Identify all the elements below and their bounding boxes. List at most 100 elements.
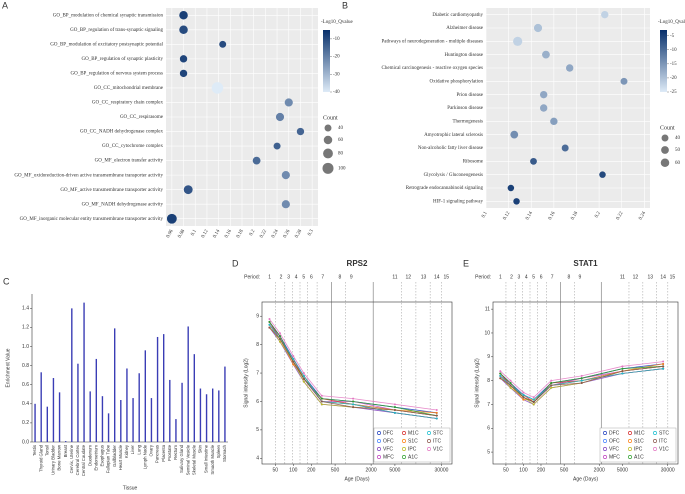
x-tick-label: 0.14 — [213, 229, 222, 240]
period-number: 4 — [295, 274, 298, 280]
x-tick-label: 0.22 — [259, 229, 268, 240]
dot — [252, 156, 261, 165]
y-tick-label: HIF-1 signaling pathway — [433, 199, 483, 204]
x-tick-label: Esophagus — [100, 445, 105, 467]
legend-label: ITC — [659, 438, 667, 444]
series-point — [435, 414, 438, 417]
x-tick-label: 500 — [331, 467, 340, 473]
legend-label: MFC — [609, 454, 620, 460]
x-tick-label: 0.1 — [190, 229, 198, 237]
dot — [219, 40, 227, 48]
y-tick-label: Prion disease — [456, 93, 483, 98]
size-legend-dot — [323, 135, 333, 145]
y-tick-label: GO_CC_respirasome — [120, 115, 164, 120]
y-tick-label: 7 — [487, 402, 490, 408]
panel-letter: A — [2, 0, 8, 10]
legend-label: M1C — [634, 430, 645, 436]
period-number: 7 — [551, 274, 554, 280]
colorbar-tick-label: -5 — [670, 34, 675, 39]
y-tick-label: GO_BP_regulation of nervous system proce… — [71, 72, 164, 77]
series-point — [580, 377, 583, 380]
size-legend-label: 60 — [338, 138, 344, 143]
series-point — [621, 370, 624, 373]
x-tick-label: 200 — [537, 467, 546, 473]
period-number: 2 — [510, 274, 513, 280]
series-point — [550, 386, 553, 389]
x-tick-label: 0.12 — [503, 211, 512, 222]
x-tick-label: Endometrium — [93, 445, 98, 471]
period-number: 12 — [406, 274, 412, 280]
x-tick-label: Salivary Gland — [179, 444, 184, 473]
size-legend-dot — [661, 146, 669, 154]
y-tick-label: GO_MF_inorganic molecular entity transme… — [20, 217, 164, 222]
x-tick-label: 100 — [289, 467, 298, 473]
panel-letter: B — [342, 0, 348, 10]
y-tick-label: 0.0 — [22, 439, 29, 445]
series-point — [279, 335, 282, 338]
x-tick-label: 30000 — [661, 467, 675, 473]
dot — [566, 64, 574, 72]
period-number: 9 — [350, 274, 353, 280]
series-point — [550, 379, 553, 382]
x-tick-label: Central Caudate — [81, 444, 86, 476]
series-point — [435, 409, 438, 411]
period-number: 12 — [633, 274, 639, 280]
dot — [510, 130, 519, 139]
y-tick-label: GO_CC_mitochondrial membrane — [94, 86, 164, 91]
legend-marker — [628, 447, 632, 451]
legend-marker — [377, 431, 381, 435]
series-point — [302, 374, 305, 377]
legend-label: STC — [433, 430, 443, 436]
series-point — [393, 409, 396, 411]
dot — [542, 50, 550, 59]
dot — [539, 104, 548, 112]
y-tick-label: 5 — [256, 427, 259, 433]
size-legend-dot — [660, 158, 670, 167]
series-point — [532, 403, 535, 406]
series-point — [621, 365, 624, 368]
period-number: 8 — [339, 274, 342, 280]
y-tick-label: 5 — [487, 449, 490, 455]
dot — [550, 117, 558, 126]
legend-marker — [603, 447, 607, 451]
series-line — [499, 365, 664, 405]
dot — [179, 11, 188, 20]
x-tick-label: 0.16 — [224, 229, 233, 240]
y-tick-label: 1.0 — [22, 344, 29, 350]
period-number: 4 — [525, 274, 528, 280]
y-tick-label: GO_MF_active transmembrane transporter a… — [60, 188, 163, 193]
series-point — [662, 367, 665, 370]
series-point — [352, 400, 355, 403]
x-tick-label: Spleen — [216, 444, 221, 458]
dot — [273, 142, 281, 150]
legend-marker — [377, 439, 381, 443]
size-legend-dot — [322, 162, 334, 174]
series-point — [621, 367, 624, 370]
dot — [513, 198, 520, 205]
x-tick-label: 0.14 — [525, 211, 534, 222]
series-point — [532, 396, 535, 399]
x-tick-label: 50 — [272, 467, 278, 473]
series-point — [435, 411, 438, 414]
size-legend-label: 100 — [338, 166, 346, 171]
x-tick-label: Rectum — [173, 445, 178, 460]
x-tick-label: 0.26 — [283, 229, 292, 240]
series-point — [532, 398, 535, 401]
y-tick-label: GO_MF_electron transfer activity — [95, 159, 164, 164]
x-tick-label: 2000 — [594, 467, 605, 473]
y-tick-label: 0.2 — [22, 420, 29, 426]
dot — [179, 55, 188, 63]
y-tick-label: Diabetic cardiomyopathy — [432, 13, 483, 18]
y-tick-label: GO_CC_NADH dehydrogenase complex — [80, 130, 164, 135]
dot — [620, 77, 628, 85]
y-tick-label: Chemical carcinogenesis - reactive oxyge… — [382, 66, 484, 71]
series-point — [320, 394, 323, 397]
colorbar-tick-label: -30 — [333, 72, 340, 77]
series-point — [499, 370, 502, 373]
y-axis-title: Signal intensity (Log2) — [243, 358, 249, 408]
y-tick-label: GO_BP_regulation of synaptic plasticity — [81, 57, 163, 62]
y-tick-label: 1.4 — [22, 306, 29, 312]
x-tick-label: Gallbladder — [112, 444, 117, 467]
legend-label: OFC — [383, 438, 394, 444]
